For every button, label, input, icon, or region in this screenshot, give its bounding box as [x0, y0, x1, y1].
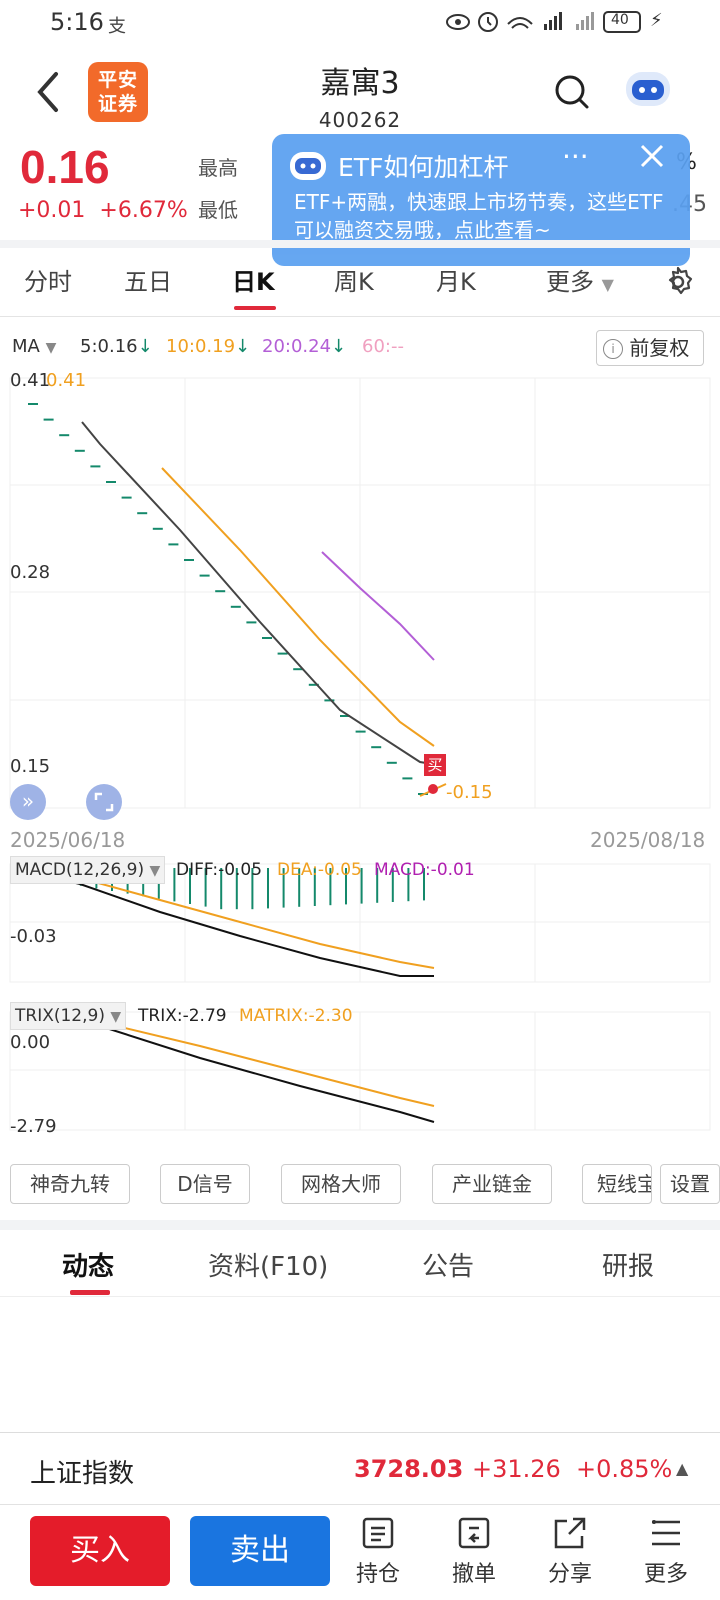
divider [0, 316, 720, 317]
trix-selector[interactable]: TRIX(12,9) ▼ [10, 1002, 127, 1030]
macd-dea: DEA:-0.05 [277, 860, 362, 880]
tab-weekly-k[interactable]: 周K [334, 268, 374, 296]
tab-research[interactable]: 研报 [602, 1252, 655, 1282]
fullscreen-icon[interactable] [86, 784, 122, 820]
alipay-icon: 支 [108, 16, 126, 37]
status-time: 5:16 [50, 8, 104, 36]
chevron-down-icon: ▼ [110, 1009, 122, 1025]
expand-left-icon[interactable]: » [10, 784, 46, 820]
ma10-value: 10:0.19↓ [166, 336, 251, 357]
index-pct: +0.85% [576, 1455, 673, 1483]
chevron-up-icon[interactable]: ▲ [676, 1459, 689, 1478]
low-mark: -0.15 [446, 782, 493, 803]
status-icons [446, 10, 646, 34]
tool-magic-nine[interactable]: 神奇九转 [10, 1164, 130, 1204]
tool-d-signal[interactable]: D信号 [160, 1164, 250, 1204]
macd-selector[interactable]: MACD(12,26,9) ▼ [10, 856, 166, 884]
index-ticker[interactable]: 上证指数 3728.03 +31.26 +0.85% ▲ [0, 1432, 720, 1504]
broker-logo: 平安 证券 [88, 62, 148, 122]
info-icon: i [603, 339, 623, 359]
sell-button[interactable]: 卖出 [190, 1516, 330, 1586]
ma-selector[interactable]: MA ▼ [12, 336, 57, 357]
banner-close-icon[interactable] [638, 142, 666, 174]
tab-daily-k[interactable]: 日K [232, 268, 275, 296]
high-mark: 0.41 [46, 370, 87, 391]
tool-grid-master[interactable]: 网格大师 [281, 1164, 401, 1204]
battery-level: 40 [611, 12, 629, 28]
down-arrow-icon: ↓ [137, 336, 153, 357]
back-button[interactable] [30, 68, 70, 116]
cancel-order-button[interactable]: 撤单 [434, 1516, 514, 1588]
active-tab-indicator [70, 1290, 110, 1295]
high-label: 最高 [198, 156, 238, 180]
ma20-value: 20:0.24↓ [262, 336, 347, 357]
charging-icon: ⚡ [650, 10, 663, 31]
last-price: 0.16 [20, 141, 110, 193]
down-arrow-icon: ↓ [235, 336, 251, 357]
macd-diff: DIFF:-0.05 [176, 860, 263, 880]
gear-icon[interactable] [662, 266, 694, 302]
y-label-mid: 0.28 [10, 562, 51, 583]
chevron-down-icon: ▼ [45, 340, 57, 356]
chevron-down-icon: ▼ [601, 275, 614, 294]
active-tab-indicator [234, 306, 276, 310]
tab-monthly-k[interactable]: 月K [436, 268, 476, 296]
adjust-button[interactable]: i 前复权 [596, 330, 704, 366]
more-button[interactable]: 更多 [626, 1516, 706, 1588]
chevron-down-icon: ▼ [149, 863, 161, 879]
divider [0, 240, 720, 248]
tab-f10[interactable]: 资料(F10) [208, 1252, 329, 1282]
y-label-high: 0.41 [10, 370, 51, 391]
tab-announcement[interactable]: 公告 [422, 1252, 475, 1282]
banner-title: ETF如何加杠杆 [338, 153, 509, 182]
tool-industry-chain[interactable]: 产业链金 [432, 1164, 552, 1204]
share-button[interactable]: 分享 [530, 1516, 610, 1588]
banner-body: ETF+两融，快速跟上市场节奏，这些ETF可以融资交易哦，点此查看~ [294, 190, 664, 242]
buy-point-dot [428, 784, 438, 794]
ma5-value: 5:0.16↓ [80, 336, 153, 357]
kline-chart[interactable] [0, 370, 720, 1140]
index-change: +31.26 [472, 1455, 561, 1483]
buy-signal-tag[interactable]: 买 [424, 754, 446, 776]
menu-icon [652, 1520, 680, 1546]
tool-settings[interactable]: 设置 [660, 1164, 720, 1204]
robot-assistant-icon[interactable] [622, 66, 674, 116]
start-date: 2025/06/18 [10, 828, 126, 852]
banner-more-icon[interactable]: ··· [562, 140, 589, 173]
share-icon [554, 1517, 586, 1549]
trix-y-top: 0.00 [10, 1032, 51, 1053]
index-value: 3728.03 [354, 1455, 464, 1483]
divider [0, 1504, 720, 1505]
index-name: 上证指数 [30, 1459, 135, 1489]
holdings-icon [362, 1517, 394, 1549]
macd-value: MACD:-0.01 [374, 860, 475, 880]
tab-more[interactable]: 更多 ▼ [546, 268, 614, 296]
tool-short-term[interactable]: 短线宝 [582, 1164, 652, 1204]
divider [0, 1220, 720, 1230]
trix-value: TRIX:-2.79 [138, 1006, 227, 1026]
end-date: 2025/08/18 [590, 828, 706, 852]
stock-code: 400262 [318, 108, 402, 132]
low-label: 最低 [198, 198, 238, 222]
banner-robot-icon [288, 148, 328, 186]
undo-icon [458, 1517, 490, 1549]
price-change: +0.01 +6.67% [18, 198, 188, 223]
tab-minute[interactable]: 分时 [24, 268, 72, 296]
buy-button[interactable]: 买入 [30, 1516, 170, 1586]
stock-name: 嘉寓3 [320, 66, 400, 101]
divider [0, 1296, 720, 1297]
y-label-low: 0.15 [10, 756, 51, 777]
ma60-value: 60:-- [362, 336, 404, 357]
matrix-value: MATRIX:-2.30 [239, 1006, 353, 1026]
down-arrow-icon: ↓ [331, 336, 347, 357]
search-icon[interactable] [554, 74, 590, 114]
tab-news[interactable]: 动态 [62, 1252, 115, 1282]
tab-five-day[interactable]: 五日 [124, 268, 172, 296]
macd-y-label: -0.03 [10, 926, 57, 947]
hold-button[interactable]: 持仓 [338, 1516, 418, 1588]
trix-y-bottom: -2.79 [10, 1116, 57, 1137]
